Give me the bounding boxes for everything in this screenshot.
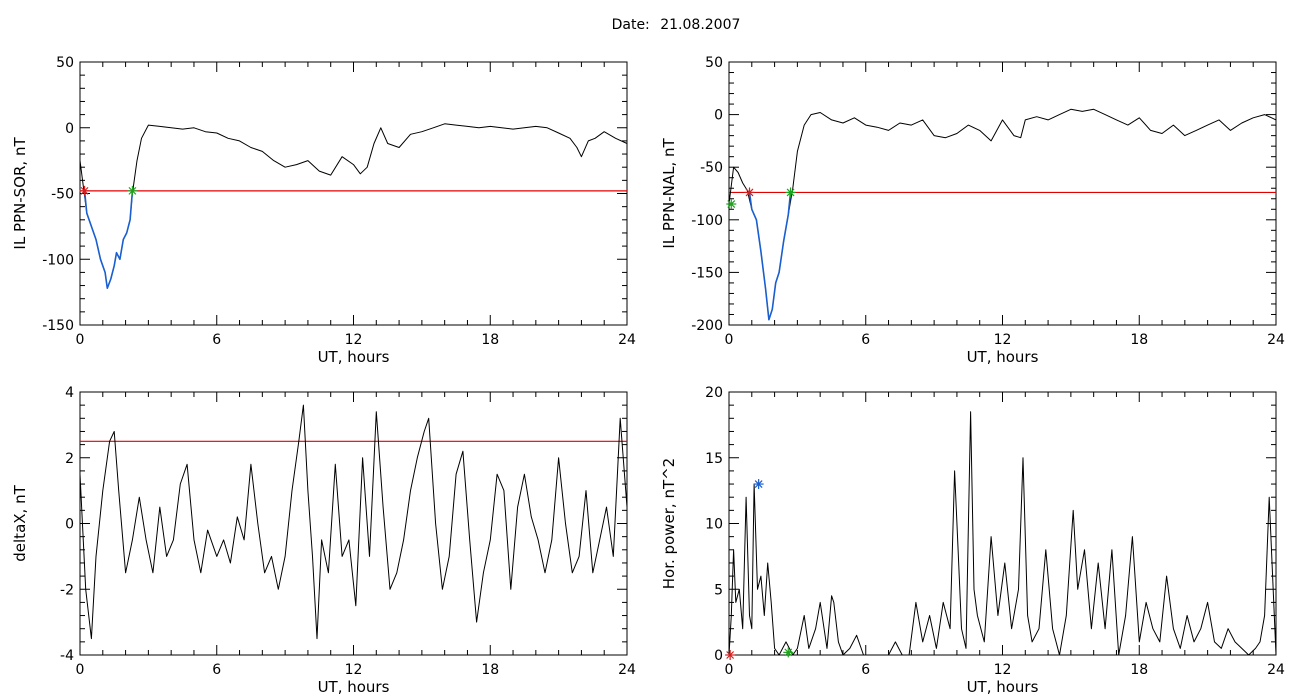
panel-1-x-tick-label: 24 (618, 332, 636, 348)
panel-1-x-axis-label: UT, hours (318, 348, 390, 366)
panel-1-x-tick-label: 6 (212, 332, 221, 348)
panel-2-series-line-2 (748, 192, 792, 321)
panel-3-x-axis-label: UT, hours (318, 678, 390, 696)
panel-4-x-axis-label: UT, hours (967, 678, 1039, 696)
panel-1-event-marker (127, 185, 138, 196)
panel-1-y-tick-label: 50 (56, 55, 74, 71)
panel-2-series-line-1 (728, 108, 1277, 321)
panel-4-y-axis-label: Hor. power, nT^2 (660, 458, 678, 589)
panel-3-y-tick-label: 2 (65, 451, 74, 467)
marker-stroke (80, 186, 89, 195)
panel-4-plot-frame (728, 391, 1277, 656)
panel-2-x-tick-label: 6 (861, 332, 870, 348)
panel-4-y-tick-label: 10 (705, 517, 723, 533)
date-value: 21.08.2007 (660, 17, 741, 33)
panel-2-x-tick-label: 0 (725, 332, 734, 348)
panel-4-event-marker (725, 650, 736, 660)
panel-2-y-tick-label: 0 (714, 108, 723, 124)
panel-4-x-tick-label: 18 (1130, 662, 1148, 678)
panel-4-x-tick-label: 24 (1267, 662, 1285, 678)
panel-1-y-tick-label: 0 (65, 121, 74, 137)
panel-3-x-tick-label: 6 (212, 662, 221, 678)
panel-2-x-axis-label: UT, hours (967, 348, 1039, 366)
panel-2-y-tick-label: -150 (691, 265, 723, 281)
panel-4-y-tick-label: 20 (705, 385, 723, 401)
marker-stroke (784, 648, 793, 657)
panel-2-event-marker (785, 187, 796, 198)
panel-1-x-tick-label: 12 (345, 332, 363, 348)
panel-3-y-tick-label: -4 (60, 648, 74, 664)
panel-1-plot-frame (79, 61, 628, 326)
panel-3-y-tick-label: 4 (65, 385, 74, 401)
panel-1-series-line-2 (83, 190, 134, 290)
panel-1-y-tick-label: -150 (42, 318, 74, 334)
marker-stroke (754, 480, 763, 488)
panel-2-event-marker (744, 187, 755, 198)
panel-3-x-tick-label: 12 (345, 662, 363, 678)
panel-4-event-marker (753, 479, 764, 490)
panel-4-x-tick-label: 12 (994, 662, 1012, 678)
panel-4-x-tick-label: 0 (725, 662, 734, 678)
panel-2-y-tick-label: -50 (700, 160, 723, 176)
panel-1-event-marker (79, 185, 90, 196)
panel-3-x-tick-label: 24 (618, 662, 636, 678)
marker-stroke (128, 186, 137, 195)
marker-stroke (786, 188, 795, 197)
panel-1-y-tick-label: -100 (42, 252, 74, 268)
panel-3-y-tick-label: -2 (60, 582, 74, 598)
panel-2-x-tick-label: 24 (1267, 332, 1285, 348)
panel-2-y-tick-label: -200 (691, 318, 723, 334)
figure-date-title: Date: 21.08.2007 (0, 17, 1300, 33)
panel-2-x-tick-label: 12 (994, 332, 1012, 348)
panel-3-series-line-1 (79, 404, 628, 640)
panel-4-series-line-1 (728, 411, 1277, 656)
panel-3-x-tick-label: 18 (481, 662, 499, 678)
panel-2-plot-frame (728, 61, 1277, 326)
panel-2-x-tick-label: 18 (1130, 332, 1148, 348)
panel-3-y-tick-label: 0 (65, 517, 74, 533)
panel-1-series-line-1 (79, 123, 628, 289)
date-label: Date: (611, 17, 650, 33)
panel-4-y-tick-label: 5 (714, 582, 723, 598)
panel-1-y-axis-label: IL PPN-SOR, nT (11, 137, 29, 250)
marker-stroke (727, 200, 736, 208)
marker-stroke (726, 651, 735, 659)
panel-4-y-tick-label: 0 (714, 648, 723, 664)
panel-2-event-marker (726, 199, 737, 210)
panel-1-y-tick-label: -50 (51, 187, 74, 203)
panel-2-y-tick-label: -100 (691, 213, 723, 229)
panel-4-y-tick-label: 15 (705, 451, 723, 467)
panel-1-x-tick-label: 0 (76, 332, 85, 348)
panel-3-x-tick-label: 0 (76, 662, 85, 678)
panel-4-x-tick-label: 6 (861, 662, 870, 678)
panel-2-y-tick-label: 50 (705, 55, 723, 71)
panel-4-event-marker (783, 647, 794, 658)
marker-stroke (745, 188, 754, 197)
panel-3-y-axis-label: deltaX, nT (11, 484, 29, 561)
panel-2-y-axis-label: IL PPN-NAL, nT (660, 138, 678, 249)
panel-1-x-tick-label: 18 (481, 332, 499, 348)
